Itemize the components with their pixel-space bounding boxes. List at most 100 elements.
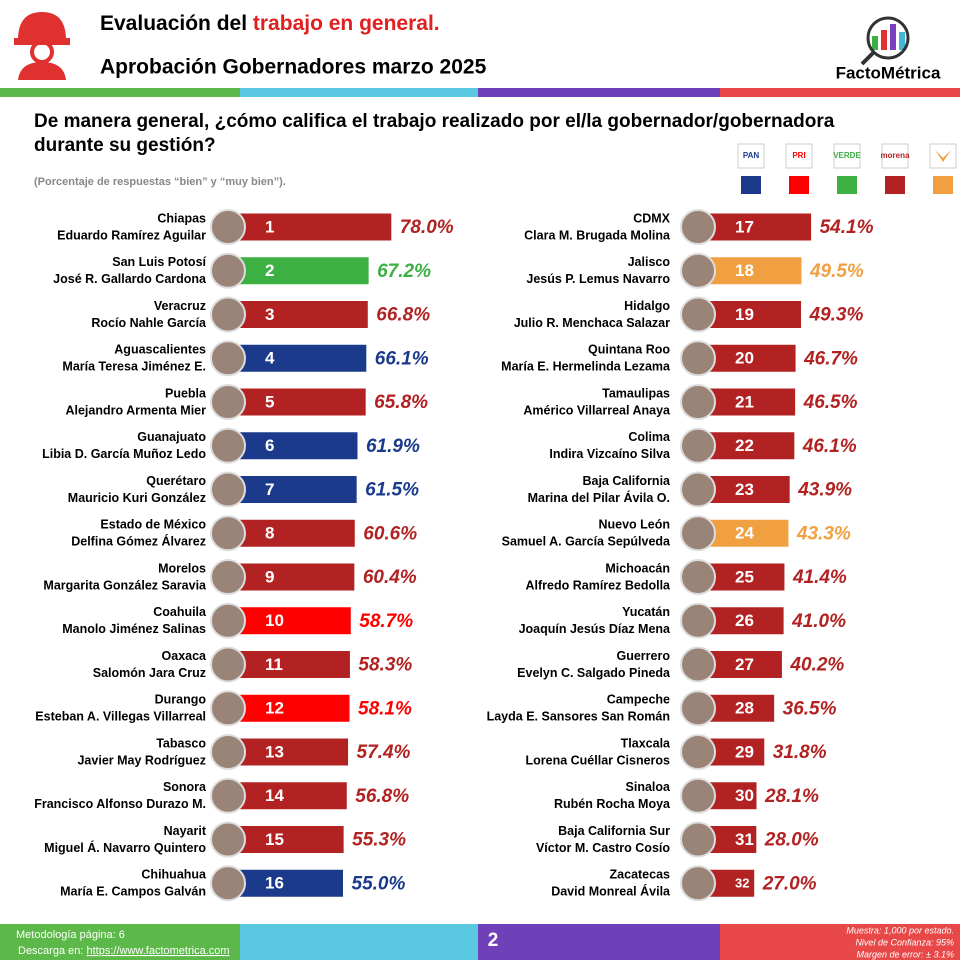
download-link[interactable]: https://www.factometrica.com [86, 945, 229, 957]
rank: 16 [265, 874, 284, 893]
value-label: 46.7% [803, 348, 858, 369]
state: Querétaro [146, 474, 206, 488]
governor: Miguel Á. Navarro Quintero [44, 840, 206, 855]
bar [227, 343, 368, 373]
helmet-icon [14, 12, 70, 80]
state: Zacatecas [610, 868, 671, 882]
legend: PAN PRI VERDE morena [737, 143, 957, 194]
governor: Esteban A. Villegas Villarreal [35, 710, 206, 724]
state: Chiapas [157, 211, 206, 225]
sample-note: Muestra: 1,000 por estado. [846, 925, 954, 935]
value-label: 61.9% [366, 436, 420, 457]
photo [210, 515, 246, 552]
state: Nayarit [164, 824, 207, 838]
bar [227, 387, 367, 417]
state: Tamaulipas [602, 386, 670, 400]
photo [210, 296, 246, 333]
state: Michoacán [605, 561, 670, 575]
rank: 13 [265, 742, 284, 761]
value-label: 49.5% [809, 261, 864, 282]
party-logo [881, 143, 909, 169]
party-icon [935, 150, 951, 162]
value-label: 41.4% [792, 567, 847, 588]
rank: 15 [265, 830, 284, 849]
state: Estado de México [100, 518, 206, 532]
photo [210, 209, 246, 245]
legend-swatch [933, 176, 953, 194]
bar [227, 475, 358, 504]
photo [680, 427, 716, 464]
rank: 5 [265, 392, 274, 411]
state: Durango [155, 693, 207, 707]
bar [227, 562, 356, 592]
state: Hidalgo [624, 299, 670, 313]
state: Tabasco [156, 736, 206, 750]
party-logo [785, 143, 813, 169]
party-name: PAN [743, 151, 760, 160]
governor: Rocío Nahle García [91, 316, 207, 330]
methodology: Metodología página: 6 [16, 929, 125, 941]
rank: 2 [265, 261, 274, 280]
value-label: 66.8% [376, 305, 430, 326]
color-strip [0, 88, 960, 97]
rank: 14 [265, 786, 284, 805]
bar [227, 300, 369, 329]
photo [680, 690, 716, 727]
rank: 17 [735, 217, 754, 236]
photo [210, 471, 246, 508]
state: Aguascalientes [114, 343, 206, 357]
governor: Eduardo Ramírez Aguilar [57, 228, 206, 242]
photo [680, 384, 716, 420]
photo [210, 602, 246, 639]
party-logo [833, 143, 861, 169]
photo [680, 646, 716, 683]
bar [227, 693, 351, 723]
legend-swatch [837, 176, 857, 194]
value-label: 27.0% [762, 873, 817, 894]
title-part-highlight: trabajo en general. [253, 12, 440, 35]
governor: María E. Campos Galván [60, 885, 206, 899]
value-label: 43.9% [797, 480, 852, 501]
governor: José R. Gallardo Cardona [53, 272, 207, 286]
governor: Francisco Alfonso Durazo M. [34, 797, 206, 811]
value-label: 65.8% [374, 392, 428, 413]
rank: 10 [265, 611, 284, 630]
governor: Javier May Rodríguez [77, 753, 206, 767]
rank: 25 [735, 567, 754, 586]
governor: Marina del Pilar Ávila O. [528, 490, 670, 505]
state: Sinaloa [626, 780, 672, 794]
photo [210, 340, 246, 377]
rank: 26 [735, 611, 754, 630]
state: Guerrero [617, 649, 671, 663]
value-label: 55.3% [352, 830, 406, 851]
photo [210, 384, 246, 420]
value-label: 36.5% [783, 698, 837, 719]
photo [680, 821, 716, 858]
value-label: 78.0% [400, 217, 454, 238]
rank: 22 [735, 436, 754, 455]
question-line: De manera general, ¿cómo califica el tra… [34, 111, 835, 132]
state: CDMX [633, 211, 670, 225]
governor: Margarita González Saravia [43, 578, 207, 592]
governor: Víctor M. Castro Cosío [536, 841, 670, 855]
legend-swatch [741, 176, 761, 194]
photo [680, 734, 716, 770]
photo [210, 427, 246, 464]
error-note: Margen de error: ± 3.1% [857, 949, 954, 959]
rank: 27 [735, 655, 754, 674]
party-logo [737, 143, 765, 169]
photo [210, 646, 246, 683]
governor: Jesús P. Lemus Navarro [526, 272, 670, 286]
photo [210, 821, 246, 858]
value-label: 58.7% [359, 611, 413, 632]
governor: Lorena Cuéllar Cisneros [526, 753, 671, 767]
bars: Chiapas Eduardo Ramírez Aguilar 1 78.0% San … [34, 209, 874, 902]
bar [227, 781, 348, 811]
photo [210, 777, 246, 814]
photo [680, 340, 716, 377]
rank: 31 [735, 830, 754, 849]
governor: Indira Vizcaíno Silva [549, 447, 671, 461]
bar [227, 606, 352, 636]
value-label: 58.1% [358, 698, 412, 719]
